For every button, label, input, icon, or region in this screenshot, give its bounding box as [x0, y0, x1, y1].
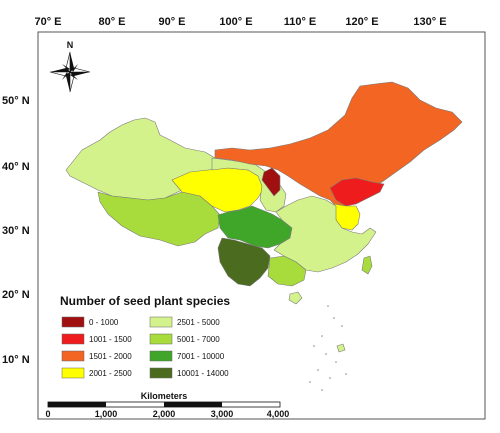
region-central-southeast — [273, 195, 377, 273]
region-tibet — [97, 191, 221, 247]
lon-tick-130: 130° E — [413, 16, 446, 28]
lon-tick-80: 80° E — [98, 16, 125, 28]
legend-swatch-2 — [61, 350, 85, 362]
scale-tick-4000: 4,000 — [267, 409, 290, 419]
legend-label-0: 0 - 1000 — [89, 318, 119, 327]
lat-tick-20: 20° N — [2, 289, 30, 301]
lon-tick-120: 120° E — [345, 16, 378, 28]
scale-tick-3000: 3,000 — [211, 409, 234, 419]
lat-tick-50: 50° N — [2, 95, 30, 107]
scale-tick-1000: 1,000 — [95, 409, 118, 419]
legend-swatch-6 — [149, 350, 173, 362]
scale-tick-0: 0 — [45, 409, 50, 419]
scale-bar: Kilometers 0 1,000 2,000 3,000 4,000 — [45, 391, 289, 419]
legend-swatch-5 — [149, 333, 173, 345]
scale-bar-segment-1 — [48, 402, 106, 407]
region-guangxi — [267, 255, 307, 287]
legend-label-5: 5001 - 7000 — [177, 335, 220, 344]
compass-north-label: N — [67, 40, 74, 50]
legend-label-6: 7001 - 10000 — [177, 352, 225, 361]
region-hainan — [288, 291, 303, 305]
legend-label-4: 2501 - 5000 — [177, 318, 220, 327]
province-layer — [65, 81, 463, 353]
legend-label-1: 1001 - 1500 — [89, 335, 132, 344]
legend-swatch-7 — [149, 367, 173, 379]
north-arrow-icon: N — [49, 40, 91, 93]
legend-label-7: 10001 - 14000 — [177, 369, 229, 378]
region-ningxia — [261, 167, 281, 197]
legend-swatch-0 — [61, 316, 85, 328]
lat-tick-10: 10° N — [2, 354, 30, 366]
region-taiwan — [361, 255, 373, 275]
sea-islands — [309, 305, 347, 391]
lon-tick-110: 110° E — [284, 16, 317, 28]
lon-tick-70: 70° E — [34, 16, 61, 28]
region-islands — [336, 343, 346, 353]
lat-tick-30: 30° N — [2, 225, 30, 237]
region-yunnan — [217, 237, 271, 287]
legend-swatch-1 — [61, 333, 85, 345]
lon-tick-90: 90° E — [158, 16, 185, 28]
scale-bar-title: Kilometers — [141, 391, 188, 401]
region-north-mongolia-northeast — [214, 81, 463, 209]
scale-bar-segment-3 — [164, 402, 222, 407]
lat-tick-40: 40° N — [2, 161, 30, 173]
map-frame — [37, 31, 486, 420]
legend-title: Number of seed plant species — [60, 294, 230, 308]
lon-tick-100: 100° E — [219, 16, 252, 28]
legend-swatch-4 — [149, 316, 173, 328]
legend-label-3: 2001 - 2500 — [89, 369, 132, 378]
region-shandong — [329, 177, 385, 207]
longitude-ticks: 70° E 80° E 90° E 100° E 110° E 120° E 1… — [34, 16, 446, 28]
scale-tick-2000: 2,000 — [153, 409, 176, 419]
legend-swatch-3 — [61, 367, 85, 379]
legend: Number of seed plant species 0 - 1000 10… — [60, 294, 230, 379]
latitude-ticks: 50° N 40° N 30° N 20° N 10° N — [2, 95, 30, 366]
legend-label-2: 1501 - 2000 — [89, 352, 132, 361]
